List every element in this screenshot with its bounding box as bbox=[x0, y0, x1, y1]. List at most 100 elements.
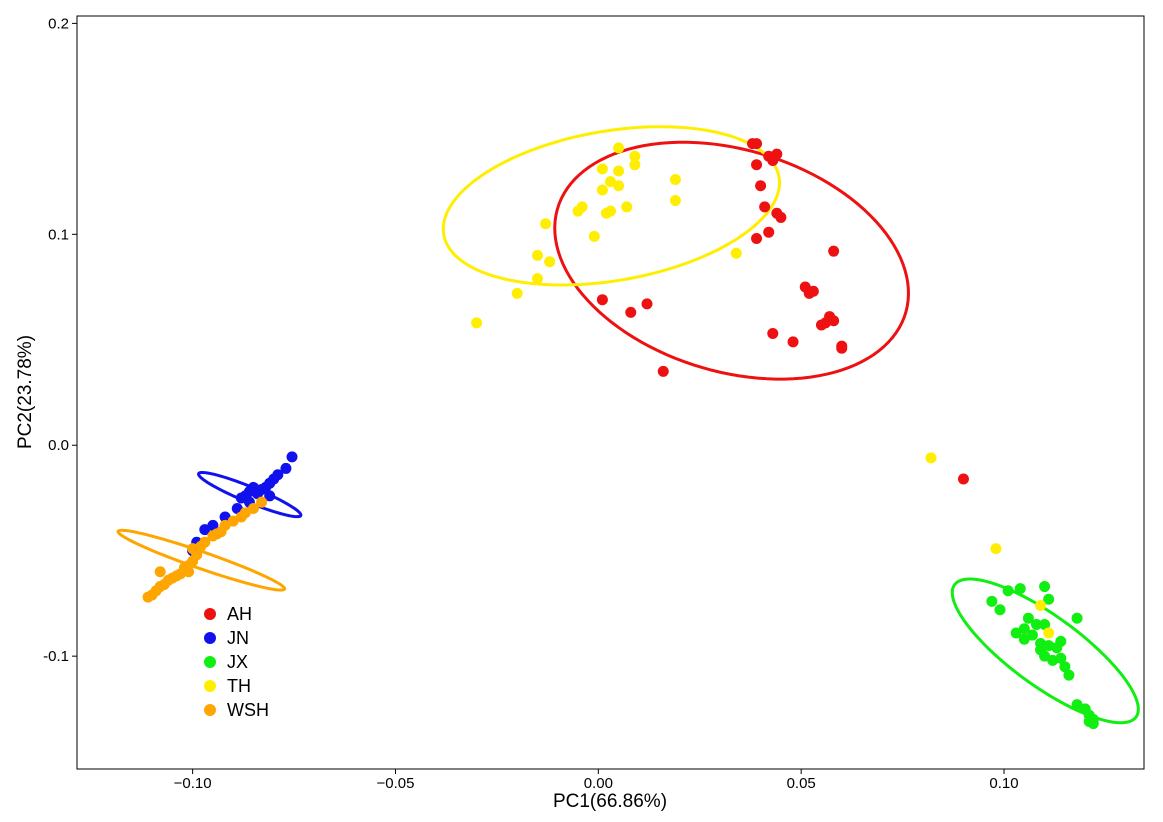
point-th bbox=[544, 256, 556, 268]
point-th bbox=[621, 201, 633, 213]
point-ah bbox=[751, 159, 763, 171]
point-jn bbox=[280, 462, 292, 474]
point-ah bbox=[828, 315, 840, 327]
point-th bbox=[990, 543, 1002, 555]
point-ah bbox=[657, 365, 669, 377]
legend-key-th bbox=[204, 680, 216, 692]
legend-label-th: TH bbox=[227, 676, 251, 696]
point-ah bbox=[957, 473, 969, 485]
point-jx bbox=[1039, 650, 1051, 662]
y-tick-label: 0.2 bbox=[48, 15, 69, 32]
point-th bbox=[600, 207, 612, 219]
point-jx bbox=[1010, 627, 1022, 639]
ellipse-wsh bbox=[116, 528, 287, 592]
point-ah bbox=[767, 154, 779, 166]
point-jx bbox=[1087, 718, 1099, 730]
point-jx bbox=[1026, 629, 1038, 641]
point-jn bbox=[264, 490, 276, 502]
point-jx bbox=[1039, 581, 1051, 593]
point-th bbox=[669, 195, 681, 207]
point-th bbox=[925, 452, 937, 464]
point-th bbox=[613, 142, 625, 154]
point-jn bbox=[235, 492, 247, 504]
point-jx bbox=[1030, 619, 1042, 631]
point-jn bbox=[199, 524, 211, 536]
point-jn bbox=[252, 488, 264, 500]
data-points bbox=[142, 138, 1099, 730]
y-tick-label: 0.0 bbox=[48, 437, 69, 454]
point-jx bbox=[1022, 612, 1034, 624]
point-th bbox=[613, 180, 625, 192]
ellipse-jx bbox=[950, 577, 1140, 725]
point-wsh bbox=[154, 566, 166, 578]
point-jx bbox=[1063, 669, 1075, 681]
point-jx bbox=[994, 604, 1006, 616]
point-jx bbox=[1002, 585, 1014, 597]
point-jx bbox=[1014, 583, 1026, 595]
point-ah bbox=[751, 233, 763, 245]
x-tick-label: 0.10 bbox=[989, 775, 1018, 792]
point-th bbox=[629, 150, 641, 162]
point-th bbox=[730, 247, 742, 259]
y-tick-label: 0.1 bbox=[48, 226, 69, 243]
legend: AH JN JX TH WSH bbox=[204, 604, 269, 720]
point-jx bbox=[1055, 635, 1067, 647]
point-jx bbox=[1055, 652, 1067, 664]
point-th bbox=[596, 163, 608, 175]
confidence-ellipses bbox=[116, 125, 1140, 725]
point-wsh bbox=[166, 572, 178, 584]
point-ah bbox=[763, 226, 775, 238]
point-ah bbox=[759, 201, 771, 213]
point-th bbox=[629, 159, 641, 171]
x-axis-ticks: −0.10 −0.05 0.00 0.05 0.10 bbox=[174, 769, 1019, 792]
point-jx bbox=[1059, 661, 1071, 673]
point-th bbox=[588, 230, 600, 242]
point-ah bbox=[751, 138, 763, 150]
point-wsh bbox=[235, 511, 247, 523]
ellipse-jn bbox=[197, 471, 303, 519]
point-ah bbox=[775, 211, 787, 223]
point-th bbox=[1035, 600, 1047, 612]
legend-label-jx: JX bbox=[227, 652, 248, 672]
ellipse-ah bbox=[553, 140, 910, 381]
point-jx bbox=[1018, 633, 1030, 645]
point-ah bbox=[596, 294, 608, 306]
legend-key-ah bbox=[204, 608, 216, 620]
legend-label-wsh: WSH bbox=[227, 700, 269, 720]
point-ah bbox=[787, 336, 799, 348]
legend-label-jn: JN bbox=[227, 628, 249, 648]
point-jn bbox=[219, 511, 231, 523]
point-ah bbox=[836, 342, 848, 354]
point-ah bbox=[767, 327, 779, 339]
y-tick-label: -0.1 bbox=[43, 648, 69, 665]
point-ah bbox=[625, 306, 637, 318]
legend-key-wsh bbox=[204, 704, 216, 716]
point-jx bbox=[1018, 623, 1030, 635]
point-jn bbox=[231, 503, 243, 515]
point-wsh bbox=[247, 503, 259, 515]
point-th bbox=[596, 184, 608, 196]
x-axis-title: PC1(66.86%) bbox=[553, 791, 667, 812]
point-th bbox=[531, 249, 543, 261]
legend-key-jx bbox=[204, 656, 216, 668]
point-th bbox=[669, 173, 681, 185]
point-wsh bbox=[256, 496, 268, 508]
ellipse-th bbox=[441, 125, 782, 287]
point-th bbox=[1043, 627, 1055, 639]
point-th bbox=[605, 176, 616, 188]
point-th bbox=[471, 317, 483, 329]
point-jx bbox=[1071, 612, 1083, 624]
legend-key-jn bbox=[204, 632, 216, 644]
point-th bbox=[613, 165, 625, 177]
point-th bbox=[531, 273, 543, 285]
point-jn bbox=[286, 451, 298, 463]
point-jx bbox=[1039, 619, 1051, 631]
point-th bbox=[572, 205, 584, 217]
point-jx bbox=[986, 595, 998, 607]
x-tick-label: −0.10 bbox=[174, 775, 212, 792]
plot-frame bbox=[76, 15, 1145, 770]
point-jx bbox=[1043, 593, 1055, 605]
point-jx bbox=[1071, 699, 1083, 711]
x-tick-label: 0.05 bbox=[787, 775, 816, 792]
